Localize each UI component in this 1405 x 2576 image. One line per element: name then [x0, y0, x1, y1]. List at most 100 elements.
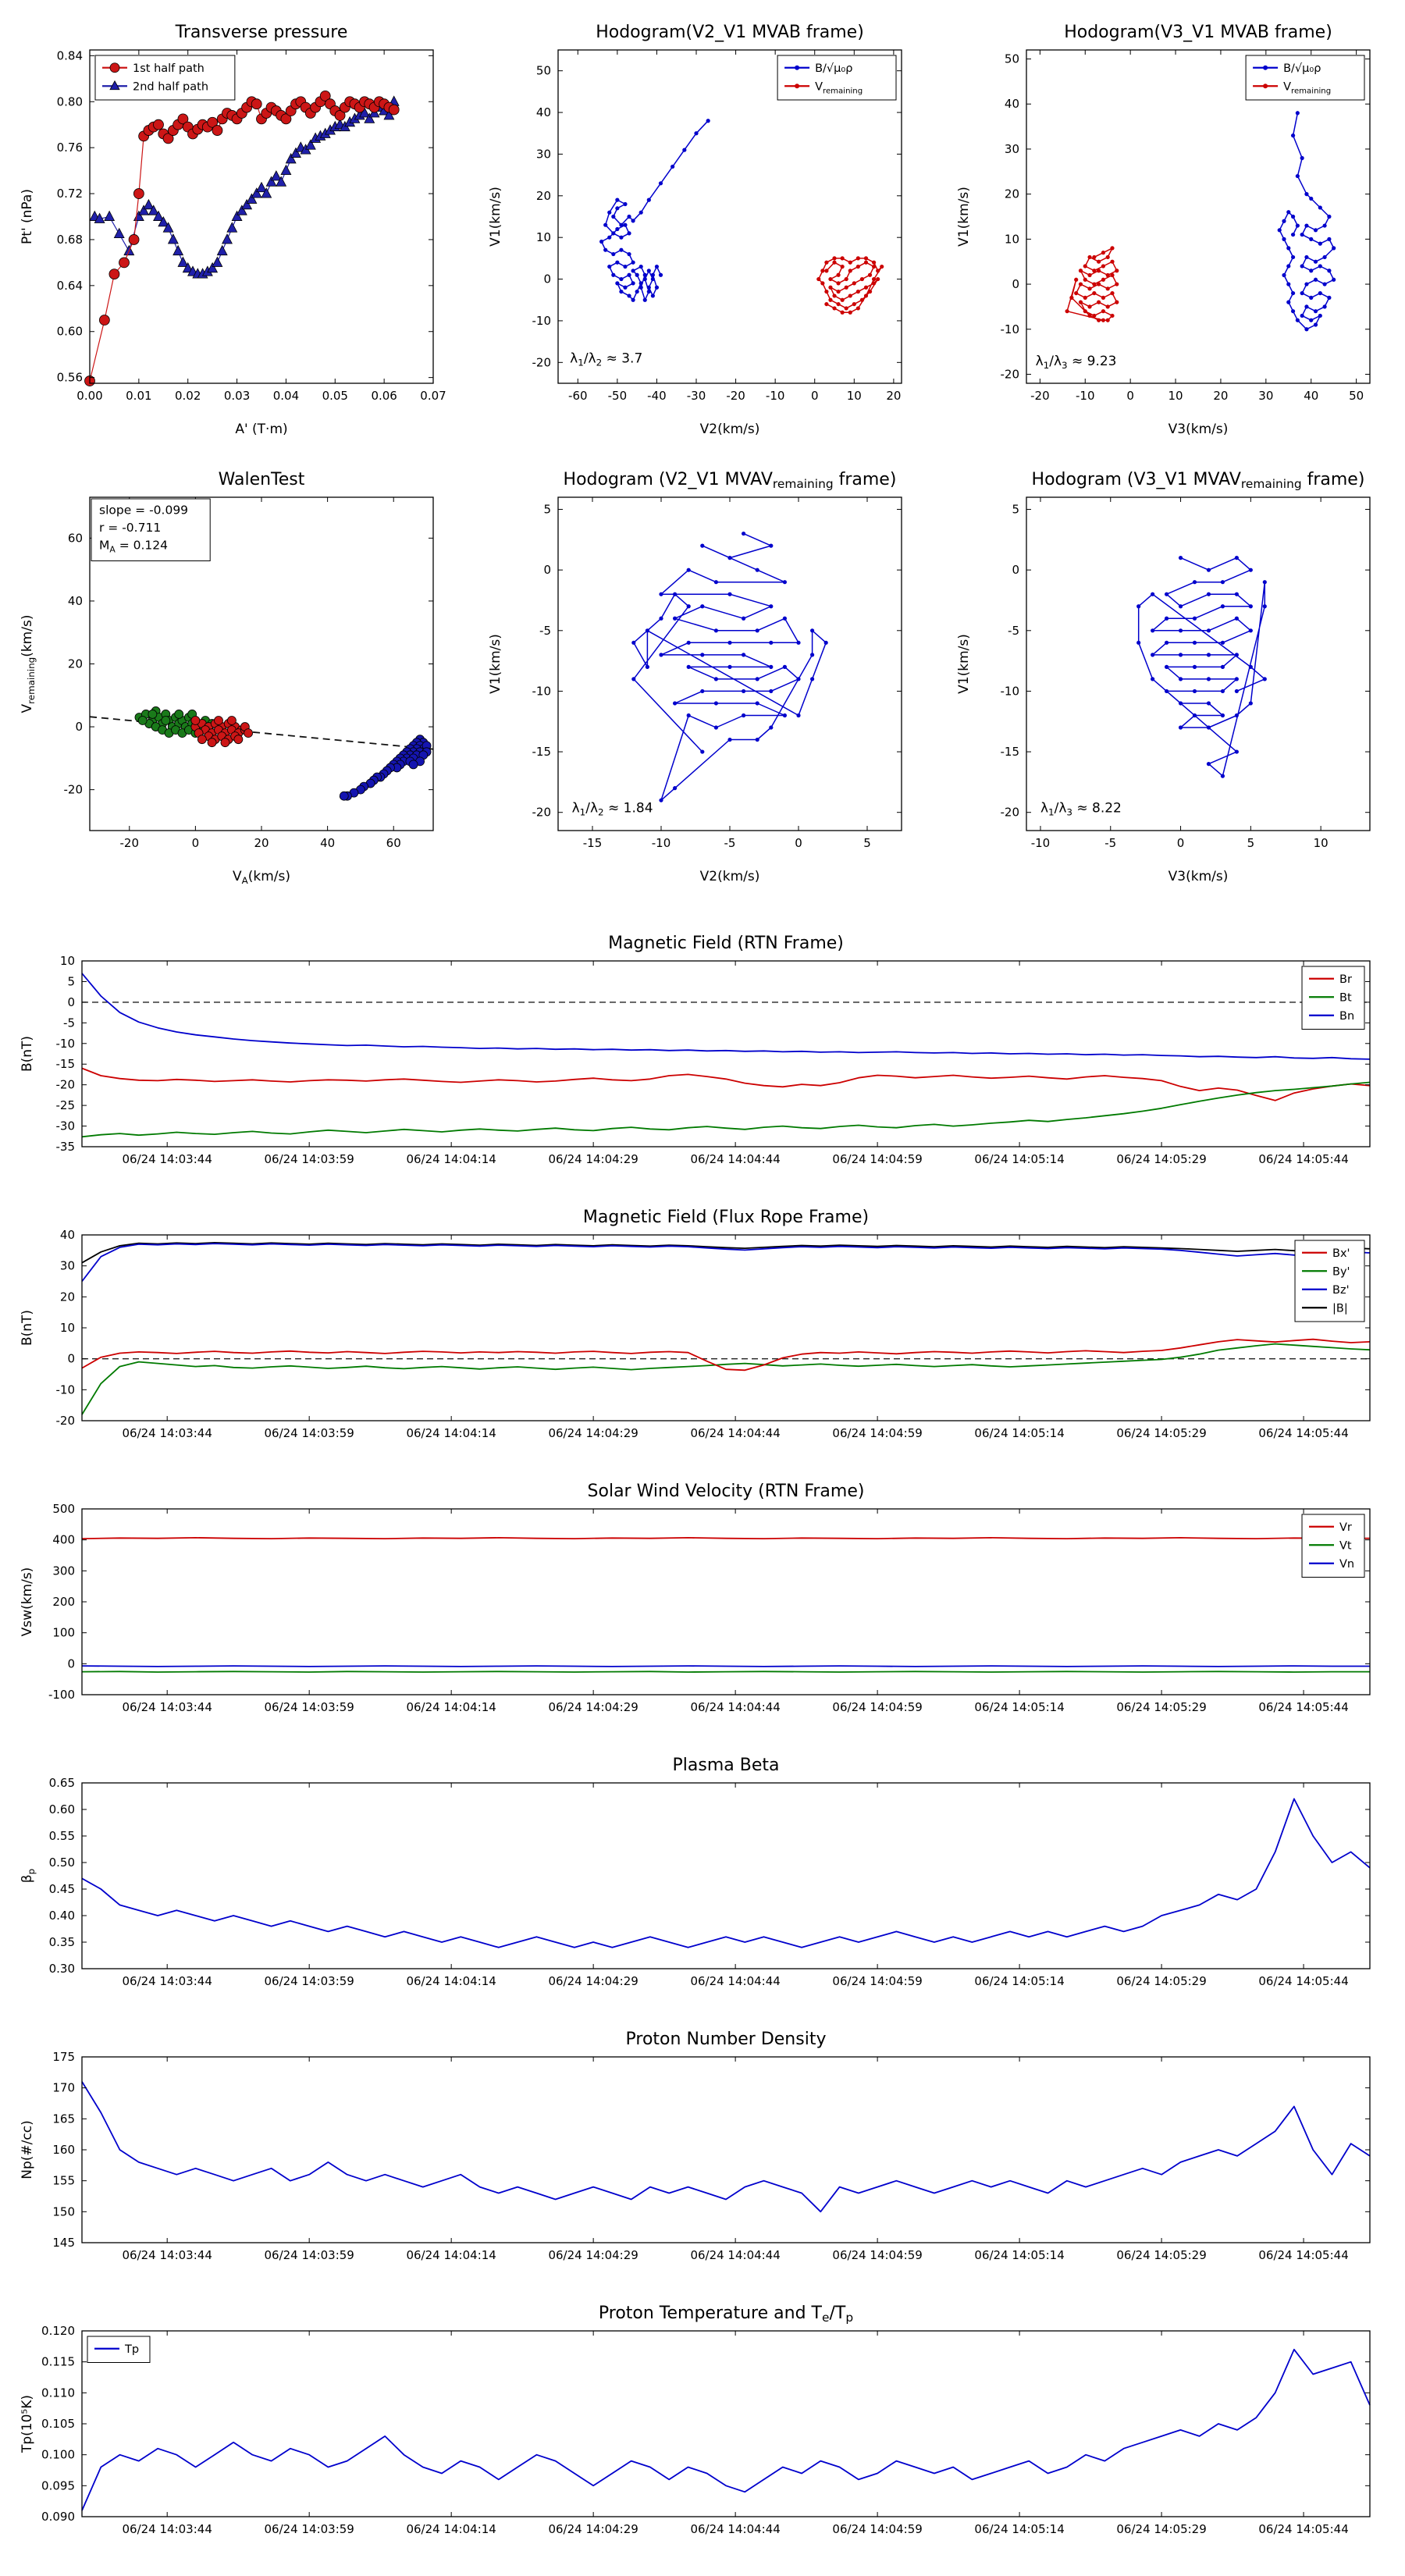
axis-ticks: 0.00 0.01 0.02 0.03 0.04 0.05 0.06 0.07 0.56 0.60…: [57, 48, 446, 403]
svg-text:06/24 14:04:59: 06/24 14:04:59: [832, 1700, 922, 1714]
svg-text:0: 0: [67, 1656, 75, 1670]
svg-text:2nd half path: 2nd half path: [133, 80, 208, 93]
svg-text:0.02: 0.02: [175, 389, 201, 403]
y-axis-label: Tp(10⁵K): [20, 2395, 35, 2453]
svg-text:06/24 14:04:44: 06/24 14:04:44: [690, 2248, 780, 2262]
y-axis-label: V1(km/s): [956, 187, 972, 247]
legend: Bx' By' Bz' |B|: [1294, 1240, 1365, 1322]
chart-hodogram-v3v1-mvab: -20 -10 0 10 20 30 40 50 -20 -10 0 10 20 30 40 50 λ1/λ3 …: [952, 9, 1389, 443]
series-B-mvab: [1277, 111, 1336, 332]
series-Vt: [81, 1670, 1370, 1673]
svg-text:Bz': Bz': [1332, 1284, 1350, 1297]
series-Bn: [81, 973, 1371, 1060]
legend: Tp: [87, 2336, 151, 2363]
svg-text:Bx': Bx': [1332, 1247, 1350, 1260]
svg-text:06/24 14:05:44: 06/24 14:05:44: [1258, 2522, 1348, 2536]
svg-text:5: 5: [543, 503, 551, 517]
svg-text:0.56: 0.56: [57, 371, 83, 385]
axis-ticks: 06/24 14:03:44 06/24 14:03:59 06/24 14:04:…: [56, 954, 1370, 1166]
plot-area: [82, 1235, 1370, 1421]
svg-text:40: 40: [1304, 389, 1318, 403]
svg-text:-10: -10: [652, 836, 671, 850]
svg-text:06/24 14:04:14: 06/24 14:04:14: [406, 1700, 496, 1714]
svg-text:06/24 14:04:14: 06/24 14:04:14: [406, 2248, 496, 2262]
svg-text:Vremaining: Vremaining: [815, 80, 863, 95]
svg-text:30: 30: [60, 1259, 75, 1273]
svg-text:0.84: 0.84: [57, 48, 83, 62]
svg-text:100: 100: [52, 1626, 75, 1640]
plot-area: [558, 497, 902, 831]
svg-text:06/24 14:04:59: 06/24 14:04:59: [832, 2522, 922, 2536]
svg-text:06/24 14:03:44: 06/24 14:03:44: [123, 1152, 212, 1166]
axes-frame: [1026, 496, 1371, 831]
svg-text:06/24 14:03:44: 06/24 14:03:44: [123, 1974, 212, 1988]
svg-text:0: 0: [1012, 563, 1019, 577]
svg-text:06/24 14:05:14: 06/24 14:05:14: [974, 2248, 1064, 2262]
svg-text:40: 40: [68, 594, 83, 608]
svg-text:Vr: Vr: [1339, 1521, 1352, 1534]
svg-text:-10: -10: [56, 1037, 76, 1051]
svg-text:slope = -0.099: slope = -0.099: [99, 503, 188, 518]
svg-text:20: 20: [1005, 187, 1019, 201]
svg-text:10: 10: [1005, 232, 1019, 246]
svg-text:0.65: 0.65: [49, 1776, 75, 1790]
svg-text:20: 20: [536, 189, 551, 203]
svg-text:30: 30: [1258, 389, 1273, 403]
transverse-pressure-svg: 0.00 0.01 0.02 0.03 0.04 0.05 0.06 0.07 0.56 0.60…: [20, 23, 446, 437]
chart-vsw-rtn: 06/24 14:03:44 06/24 14:03:59 06/24 14:04:…: [16, 1473, 1389, 1731]
svg-text:50: 50: [536, 64, 551, 78]
svg-text:06/24 14:03:59: 06/24 14:03:59: [264, 1426, 354, 1440]
svg-text:-10: -10: [532, 684, 552, 698]
svg-text:30: 30: [1005, 142, 1019, 156]
svg-text:1st half path: 1st half path: [133, 62, 205, 75]
chart-title: Hodogram (V3_V1 MVAVremaining frame): [1032, 470, 1365, 491]
x-axis-label: V2(km/s): [700, 422, 760, 437]
svg-text:50: 50: [1005, 52, 1019, 66]
svg-text:10: 10: [1314, 836, 1329, 850]
svg-text:06/24 14:04:14: 06/24 14:04:14: [406, 1426, 496, 1440]
svg-text:-20: -20: [120, 836, 140, 850]
svg-text:0: 0: [1177, 836, 1185, 850]
svg-text:-35: -35: [56, 1140, 76, 1154]
svg-text:06/24 14:03:59: 06/24 14:03:59: [264, 1152, 354, 1166]
chart-walen-test: -20 0 20 40 60 -20 0 20 40 60 slope = -0.099 r = -0…: [16, 457, 453, 890]
svg-text:|B|: |B|: [1332, 1302, 1348, 1315]
chart-proton-temp: 06/24 14:03:44 06/24 14:03:59 06/24 14:04:…: [16, 2295, 1389, 2553]
axis-ticks: 06/24 14:03:44 06/24 14:03:59 06/24 14:04:…: [48, 1502, 1370, 1714]
chart-title: Hodogram(V3_V1 MVAB frame): [1064, 23, 1332, 42]
svg-text:0: 0: [75, 720, 83, 734]
svg-text:0.05: 0.05: [322, 389, 348, 403]
svg-text:0: 0: [1012, 277, 1019, 291]
svg-text:06/24 14:04:44: 06/24 14:04:44: [690, 1426, 780, 1440]
series-beta: [81, 1798, 1371, 1948]
svg-text:150: 150: [52, 2204, 75, 2218]
svg-text:175: 175: [52, 2050, 75, 2064]
plot-area: [1026, 497, 1370, 831]
x-axis-label: VA(km/s): [233, 869, 290, 886]
svg-text:40: 40: [1005, 97, 1019, 111]
chart-transverse-pressure: 0.00 0.01 0.02 0.03 0.04 0.05 0.06 0.07 0.56 0.60…: [16, 9, 453, 443]
svg-text:0: 0: [543, 563, 551, 577]
svg-text:0.68: 0.68: [57, 233, 83, 247]
svg-text:0.40: 0.40: [49, 1909, 75, 1923]
svg-text:0.55: 0.55: [49, 1829, 75, 1843]
svg-text:-5: -5: [1104, 836, 1116, 850]
y-axis-label: βp: [20, 1869, 37, 1883]
svg-text:60: 60: [68, 531, 83, 545]
chart-mag-rtn: 06/24 14:03:44 06/24 14:03:59 06/24 14:04:…: [16, 925, 1389, 1183]
svg-text:06/24 14:03:44: 06/24 14:03:44: [123, 2248, 212, 2262]
svg-text:MA = 0.124: MA = 0.124: [99, 539, 168, 555]
svg-text:06/24 14:05:14: 06/24 14:05:14: [974, 2522, 1064, 2536]
svg-text:165: 165: [52, 2112, 75, 2126]
series-V-mvav: [631, 531, 828, 802]
hodogram-v3v1-mvab-svg: -20 -10 0 10 20 30 40 50 -20 -10 0 10 20 30 40 50 λ1/λ3 …: [956, 23, 1371, 437]
svg-text:06/24 14:05:14: 06/24 14:05:14: [974, 1152, 1064, 1166]
svg-text:Bn: Bn: [1339, 1010, 1354, 1023]
axes-frame: [81, 960, 1371, 1147]
series-Tp: [81, 2348, 1371, 2511]
svg-text:0: 0: [795, 836, 802, 850]
svg-text:B/√μ₀ρ: B/√μ₀ρ: [1283, 62, 1321, 75]
chart-title: Transverse pressure: [175, 23, 348, 42]
svg-text:0.60: 0.60: [57, 325, 83, 339]
svg-text:0.090: 0.090: [41, 2510, 75, 2524]
